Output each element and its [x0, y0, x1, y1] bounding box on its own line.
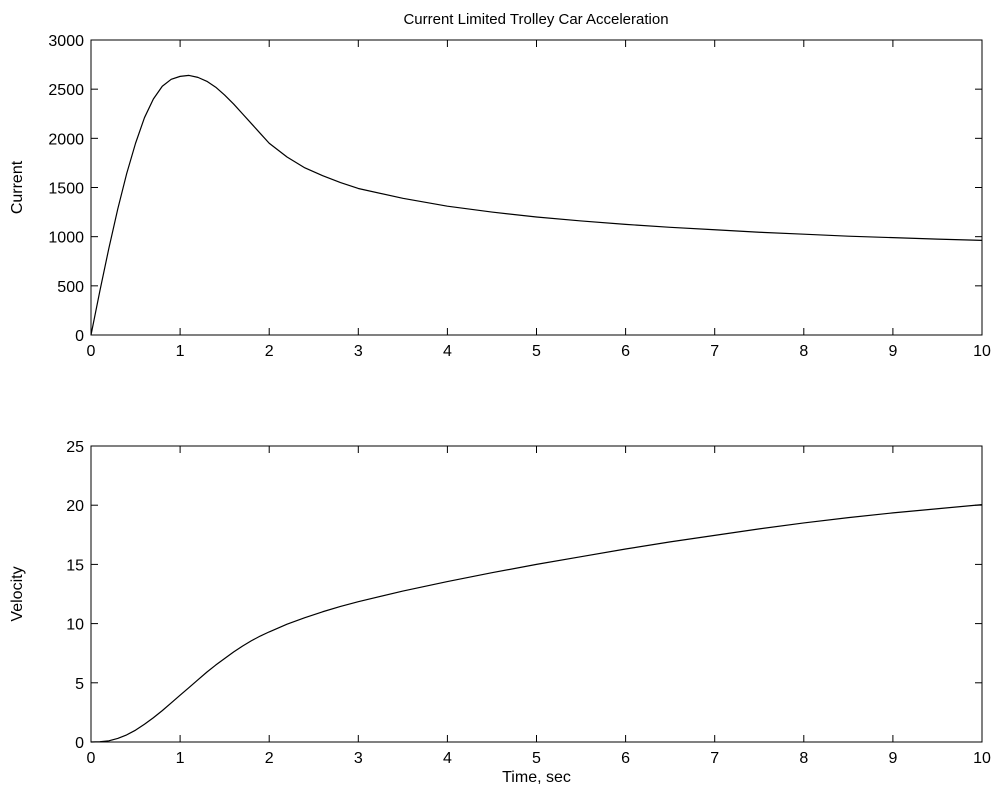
velocity-plot-panel: 0 1 2 3 4 5 6 7 8 9 10 0 5 10 15 20 25 Velocity Time, sec	[9, 439, 991, 786]
velocity-x-axis-label: Time, sec	[502, 769, 571, 786]
velocity-x-tick-label: 7	[710, 750, 719, 767]
velocity-x-tick-label: 2	[265, 750, 274, 767]
velocity-x-tick-label: 6	[621, 750, 630, 767]
current-x-tick-label: 6	[621, 343, 630, 360]
current-y-tick-label: 500	[57, 279, 84, 296]
velocity-y-tick-label: 15	[66, 557, 84, 574]
velocity-y-tick-label: 25	[66, 439, 84, 456]
current-x-tick-label: 2	[265, 343, 274, 360]
current-x-tick-label: 5	[532, 343, 541, 360]
velocity-plot-frame	[90, 445, 983, 743]
current-x-tick-label: 7	[710, 343, 719, 360]
current-x-tick-label: 3	[354, 343, 363, 360]
velocity-y-tick-label: 20	[66, 498, 84, 515]
current-y-tick-label: 1000	[48, 230, 84, 247]
chart-title: Current Limited Trolley Car Acceleration	[403, 11, 668, 28]
velocity-y-tick-label: 10	[66, 617, 84, 634]
velocity-y-tick-label: 5	[75, 676, 84, 693]
current-x-tick-label: 1	[176, 343, 185, 360]
current-y-tick-label: 1500	[48, 181, 84, 198]
current-x-tick-label: 4	[443, 343, 452, 360]
current-x-tick-label: 10	[973, 343, 991, 360]
velocity-x-tick-label: 1	[176, 750, 185, 767]
velocity-x-tick-label: 10	[973, 750, 991, 767]
velocity-series-line	[90, 504, 983, 743]
velocity-x-tick-label: 0	[87, 750, 96, 767]
current-series-line	[90, 74, 983, 336]
current-x-tick-label: 8	[799, 343, 808, 360]
current-y-tick-label: 0	[75, 328, 84, 345]
velocity-y-tick-label: 0	[75, 735, 84, 752]
velocity-x-tick-label: 8	[799, 750, 808, 767]
current-y-tick-label: 3000	[48, 33, 84, 50]
velocity-x-tick-label: 3	[354, 750, 363, 767]
velocity-x-tick-label: 9	[888, 750, 897, 767]
velocity-x-tick-label: 5	[532, 750, 541, 767]
current-y-tick-label: 2000	[48, 131, 84, 148]
velocity-y-axis-label: Velocity	[9, 566, 26, 621]
current-plot-panel: 0 1 2 3 4 5 6 7 8 9 10 0 500 1000 1500 2000 2500 3000 Curr…	[9, 33, 991, 360]
current-y-tick-label: 2500	[48, 82, 84, 99]
current-y-axis-label: Current	[9, 160, 26, 214]
current-x-tick-label: 9	[888, 343, 897, 360]
current-x-tick-label: 0	[87, 343, 96, 360]
current-plot-frame	[90, 39, 983, 336]
velocity-x-tick-label: 4	[443, 750, 452, 767]
